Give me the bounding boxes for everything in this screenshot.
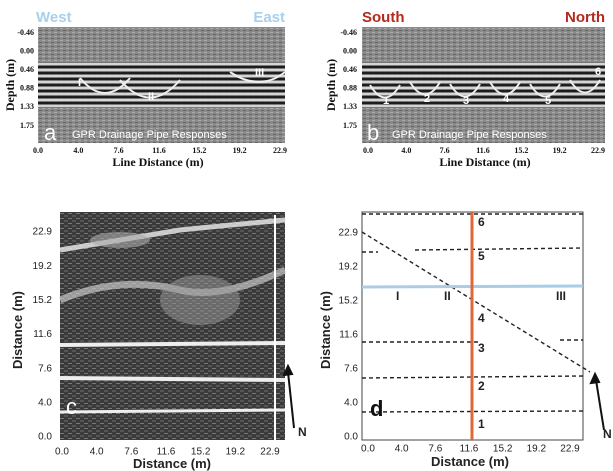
pipe-marker: 1 bbox=[383, 95, 389, 107]
x-tick-label: 22.9 bbox=[560, 444, 580, 455]
y-tick-label: 0.46 bbox=[20, 65, 34, 74]
north-arrow bbox=[282, 363, 605, 431]
x-tick-label: 11.6 bbox=[157, 447, 176, 458]
y-tick-label: 0.00 bbox=[20, 46, 34, 55]
north-label: N bbox=[298, 425, 307, 439]
x-axis-label: Line Distance (m) bbox=[112, 155, 203, 169]
y-tick-label: 19.2 bbox=[339, 262, 359, 273]
gpr-image-b bbox=[362, 27, 605, 143]
y-tick-label: 1.75 bbox=[343, 121, 357, 130]
pipe-marker: III bbox=[255, 67, 264, 79]
direction-left: South bbox=[362, 9, 405, 26]
x-tick-label: 19.2 bbox=[553, 146, 567, 155]
y-axis-label: Distance (m) bbox=[10, 291, 25, 369]
x-tick-label: 15.2 bbox=[514, 146, 528, 155]
caption: GPR Drainage Pipe Responses bbox=[72, 129, 227, 141]
y-tick-label: 22.9 bbox=[33, 227, 53, 238]
x-tick-label: 11.6 bbox=[460, 444, 479, 455]
x-tick-label: 22.9 bbox=[260, 447, 280, 458]
panel-letter: a bbox=[44, 120, 57, 145]
x-tick-label: 0.0 bbox=[361, 444, 375, 455]
gpr-image-a bbox=[38, 27, 286, 143]
x-tick-label: 15.2 bbox=[493, 444, 513, 455]
x-tick-label: 4.0 bbox=[73, 146, 83, 155]
pipe-number: 3 bbox=[478, 341, 485, 355]
pipe-number: 2 bbox=[478, 379, 485, 393]
pipe-marker: 6 bbox=[595, 66, 601, 78]
x-axis-label: Line Distance (m) bbox=[439, 155, 530, 169]
y-axis-label: Depth (m) bbox=[3, 59, 17, 111]
y-tick-label: 0.88 bbox=[343, 84, 357, 93]
x-tick-label: 22.9 bbox=[591, 146, 605, 155]
direction-left: West bbox=[36, 9, 72, 26]
y-axis-label: Distance (m) bbox=[318, 291, 333, 369]
y-tick-label: 7.6 bbox=[344, 364, 358, 375]
pipe-marker: I bbox=[78, 77, 81, 89]
x-tick-label: 7.6 bbox=[124, 447, 138, 458]
y-tick-label: 11.6 bbox=[339, 330, 358, 341]
y-tick-label: 11.6 bbox=[33, 329, 52, 340]
y-tick-label: -0.46 bbox=[17, 28, 34, 37]
pipe-marker: 2 bbox=[424, 93, 430, 105]
x-tick-label: 11.6 bbox=[476, 146, 490, 155]
pipe-marker: 3 bbox=[463, 95, 469, 107]
x-tick-label: 0.0 bbox=[55, 447, 69, 458]
x-tick-label: 0.0 bbox=[33, 146, 43, 155]
x-tick-label: 7.6 bbox=[440, 146, 450, 155]
direction-right: East bbox=[253, 9, 285, 26]
panel-letter: d bbox=[370, 396, 383, 421]
panel-letter: b bbox=[367, 120, 379, 145]
y-tick-label: 0.0 bbox=[344, 432, 358, 443]
x-tick-label: 4.0 bbox=[395, 444, 409, 455]
x-tick-label: 15.2 bbox=[192, 146, 206, 155]
y-tick-label: -0.46 bbox=[340, 28, 357, 37]
x-tick-label: 4.0 bbox=[90, 447, 104, 458]
y-tick-label: 19.2 bbox=[33, 261, 53, 272]
y-tick-label: 0.88 bbox=[20, 84, 34, 93]
x-tick-label: 0.0 bbox=[363, 146, 373, 155]
x-tick-label: 19.2 bbox=[527, 444, 547, 455]
caption: GPR Drainage Pipe Responses bbox=[392, 129, 547, 141]
y-tick-label: 4.0 bbox=[344, 398, 358, 409]
pipe-map bbox=[361, 211, 591, 441]
y-tick-label: 15.2 bbox=[339, 296, 359, 307]
line-marker: III bbox=[556, 289, 566, 303]
x-tick-label: 15.2 bbox=[191, 447, 211, 458]
x-axis-label: Distance (m) bbox=[431, 454, 509, 469]
x-tick-label: 4.0 bbox=[401, 146, 411, 155]
pipe-number: 6 bbox=[478, 215, 485, 229]
pipe-marker: II bbox=[148, 91, 154, 103]
y-tick-label: 0.0 bbox=[38, 432, 52, 443]
y-tick-label: 22.9 bbox=[339, 228, 359, 239]
north-label: N bbox=[603, 427, 612, 441]
x-axis-label: Distance (m) bbox=[133, 456, 211, 471]
pipe-marker: 4 bbox=[503, 93, 510, 105]
pipe-number: 5 bbox=[478, 249, 485, 263]
x-tick-label: 7.6 bbox=[428, 444, 442, 455]
pipe-marker: 5 bbox=[545, 95, 551, 107]
x-tick-label: 11.6 bbox=[152, 146, 166, 155]
pipe-number: 1 bbox=[478, 417, 485, 431]
x-tick-label: 19.2 bbox=[226, 447, 246, 458]
direction-right: North bbox=[565, 9, 605, 26]
panel-letter: c bbox=[66, 394, 77, 419]
gpr-depth-slice bbox=[58, 212, 287, 440]
x-tick-label: 7.6 bbox=[114, 146, 124, 155]
y-tick-label: 1.33 bbox=[343, 102, 357, 111]
pipe-number: 4 bbox=[478, 311, 485, 325]
y-tick-label: 1.33 bbox=[20, 102, 34, 111]
y-tick-label: 15.2 bbox=[33, 295, 53, 306]
y-tick-label: 1.75 bbox=[20, 121, 34, 130]
y-tick-label: 7.6 bbox=[38, 363, 52, 374]
x-tick-label: 19.2 bbox=[233, 146, 247, 155]
y-tick-label: 4.0 bbox=[38, 397, 52, 408]
line-marker: I bbox=[396, 289, 399, 303]
y-axis-label: Depth (m) bbox=[324, 59, 338, 111]
line-marker: II bbox=[444, 289, 451, 303]
x-tick-label: 22.9 bbox=[273, 146, 287, 155]
y-tick-label: 0.00 bbox=[343, 46, 357, 55]
y-tick-label: 0.46 bbox=[343, 65, 357, 74]
